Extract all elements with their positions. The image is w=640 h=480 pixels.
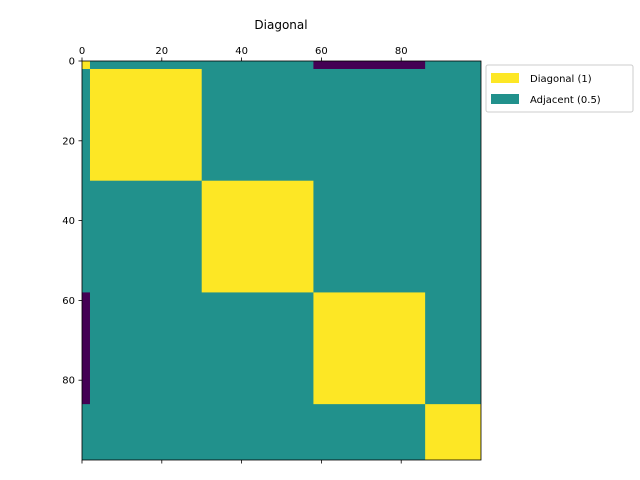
chart-title: Diagonal xyxy=(254,18,307,32)
x-tick-label: 80 xyxy=(395,46,408,57)
heatmap-block-0 xyxy=(82,61,90,69)
x-axis: 0 20 40 60 80 xyxy=(79,46,408,464)
y-tick-label: 60 xyxy=(62,296,75,307)
legend-frame xyxy=(485,64,634,113)
x-tick-label: 40 xyxy=(235,46,248,57)
x-tick-label: 0 xyxy=(79,46,85,57)
heatmap-block-4 xyxy=(425,404,481,460)
heatmap-block-2 xyxy=(201,180,314,293)
y-tick-label: 40 xyxy=(62,216,75,227)
y-tick-label: 20 xyxy=(62,136,75,147)
y-axis: 0 20 40 60 80 xyxy=(62,57,82,387)
y-tick-label: 0 xyxy=(69,57,75,68)
heatmap-block-3 xyxy=(313,292,426,405)
legend: Diagonal (1) Adjacent (0.5) xyxy=(485,64,634,113)
legend-label: Adjacent (0.5) xyxy=(530,95,601,106)
heatmap-block-1 xyxy=(89,68,202,181)
legend-label: Diagonal (1) xyxy=(530,74,592,85)
plot-frame xyxy=(81,60,482,461)
x-tick-label: 20 xyxy=(155,46,168,57)
legend-swatch xyxy=(491,73,519,83)
heatmap-block-6 xyxy=(82,292,90,405)
legend-swatch xyxy=(491,94,519,104)
y-tick-label: 80 xyxy=(62,376,75,387)
x-tick-label: 60 xyxy=(315,46,328,57)
heatmap-block-5 xyxy=(313,61,426,69)
heatmap-cells xyxy=(82,61,481,460)
